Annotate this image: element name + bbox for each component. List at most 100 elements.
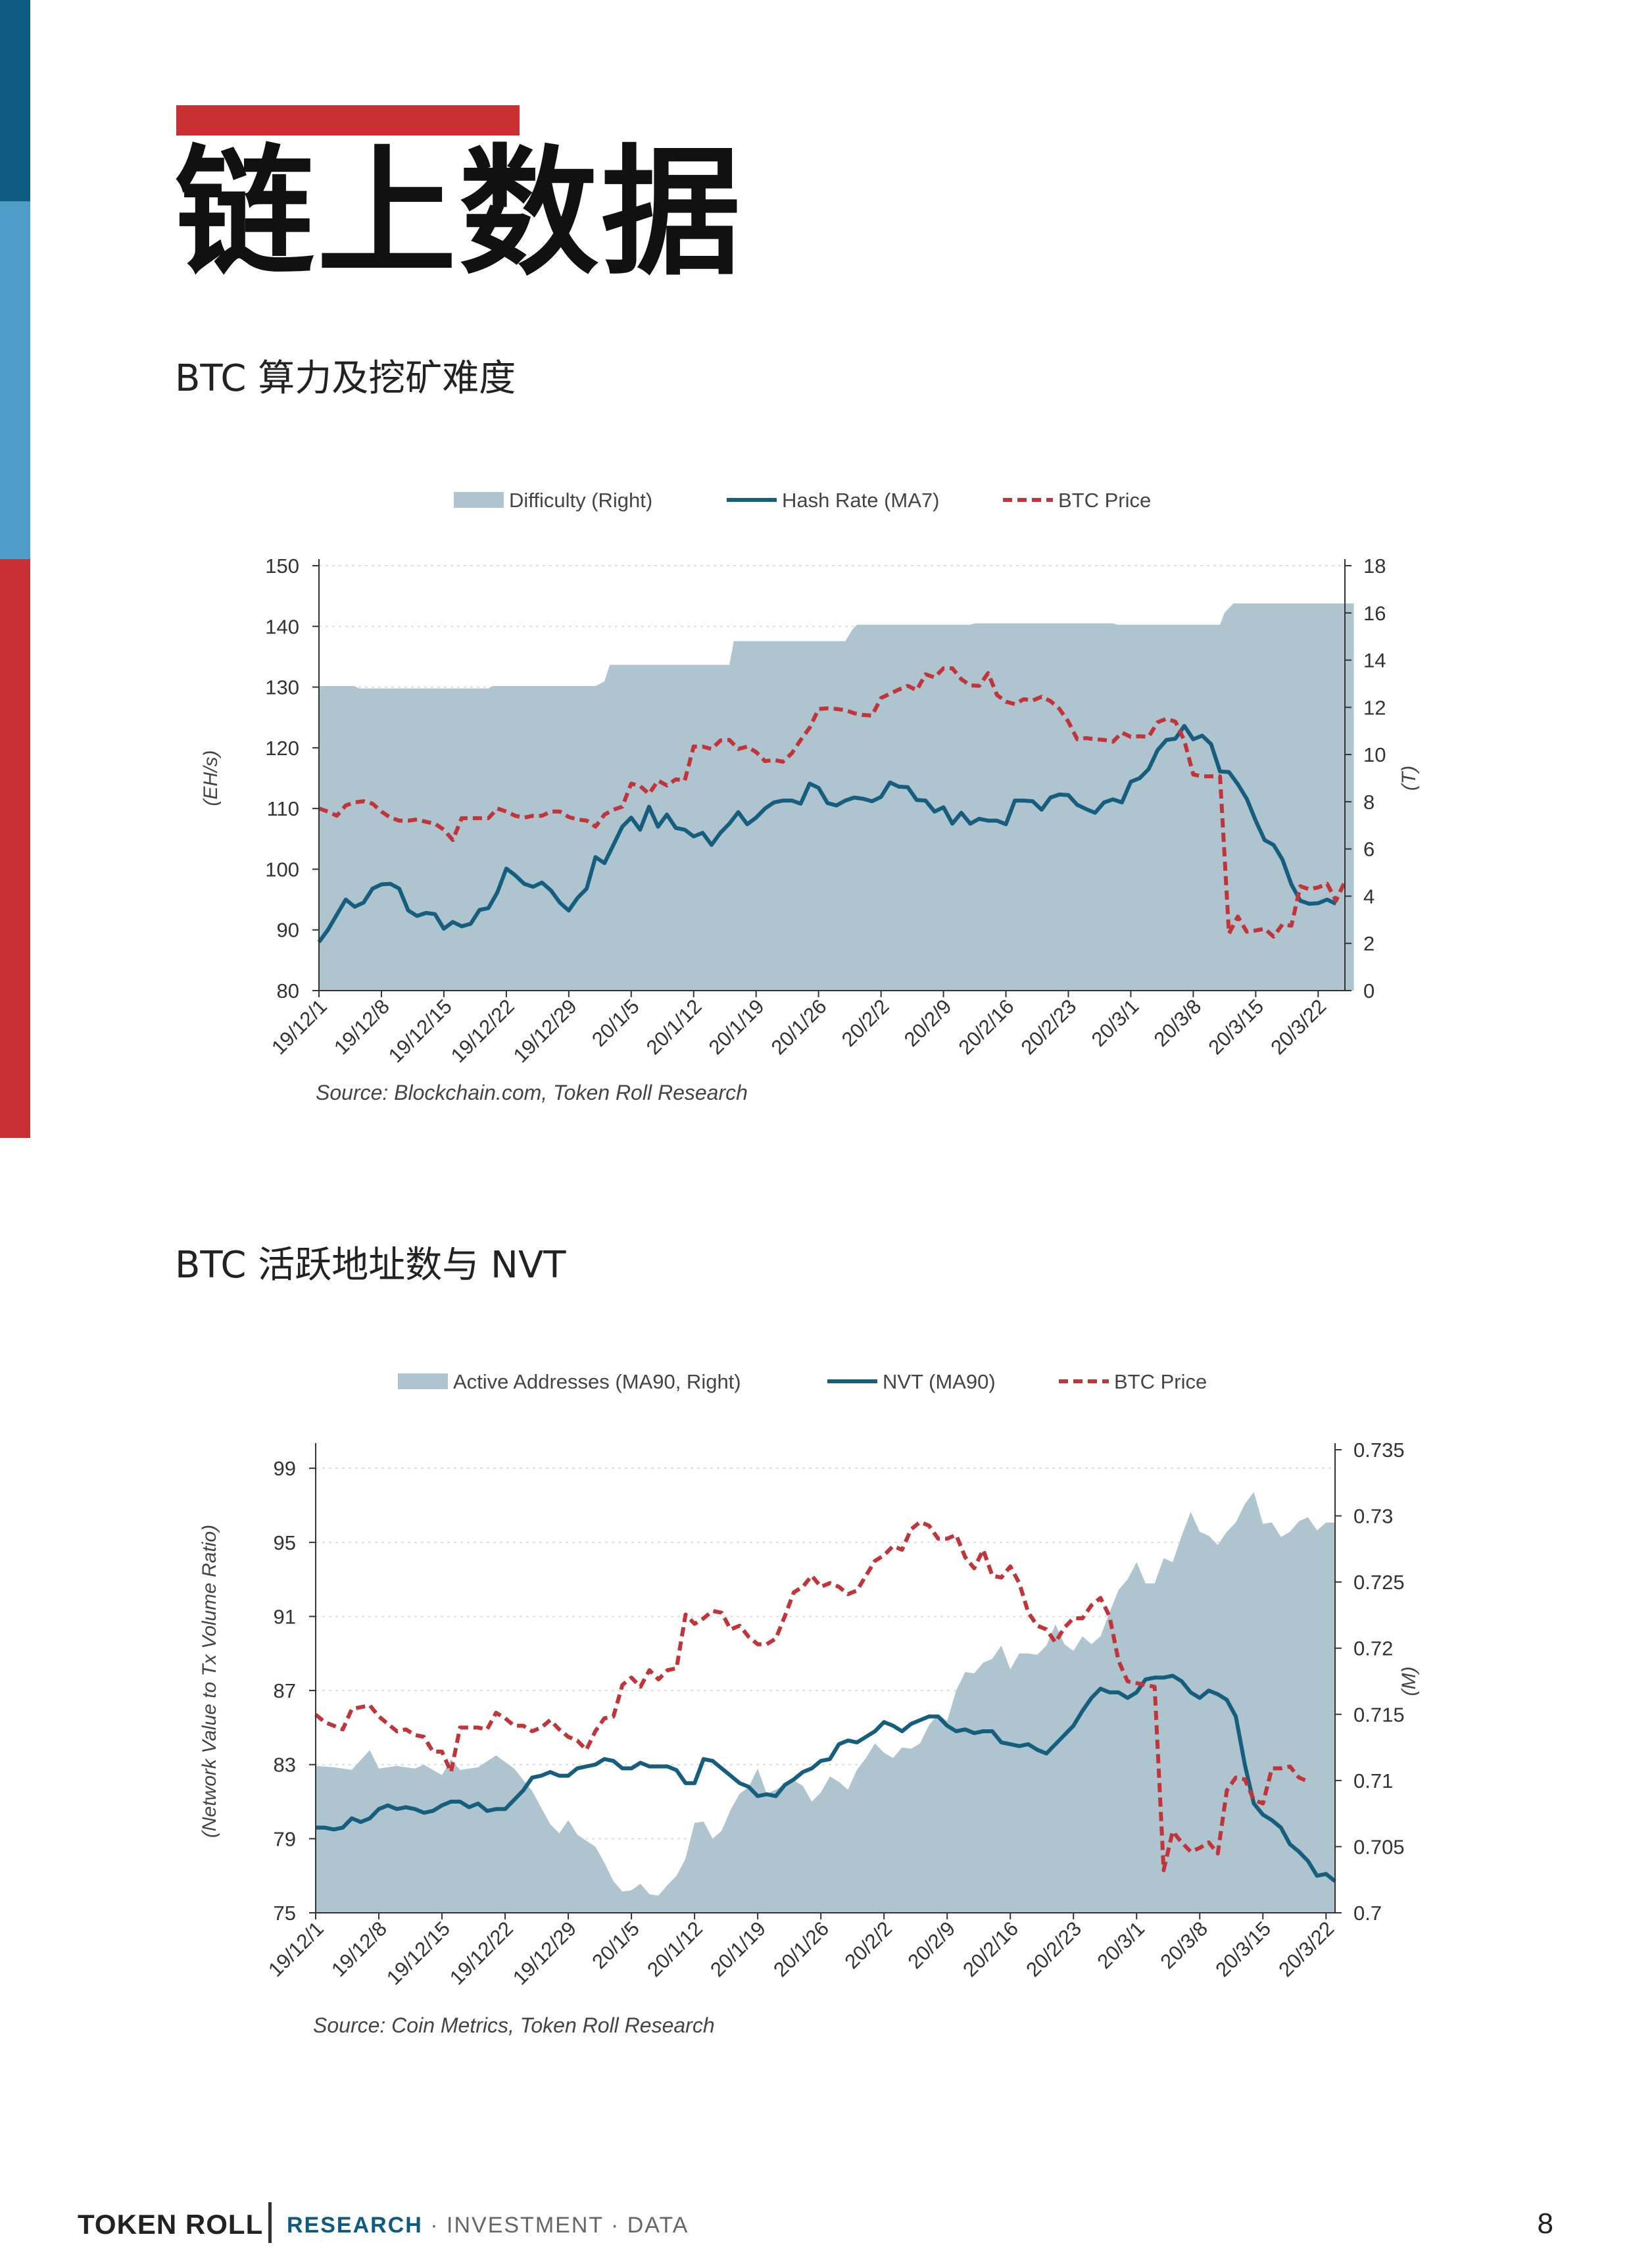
chart-legend: Active Addresses (MA90, Right) NVT (MA90)… <box>398 1370 1207 1393</box>
nvt-chart-svg: Active Addresses (MA90, Right) NVT (MA90)… <box>199 1370 1420 2037</box>
x-tick-label: 19/12/1 <box>267 995 331 1059</box>
x-tick-label: 20/3/1 <box>1092 1917 1149 1973</box>
x-tick-label: 20/2/2 <box>837 995 894 1051</box>
y-axis-label: (EH/s) <box>200 751 222 806</box>
x-tick-label: 19/12/29 <box>509 995 581 1067</box>
x-tick-label: 20/3/1 <box>1087 995 1144 1051</box>
y-tick-label: 79 <box>274 1827 296 1850</box>
legend-label: Active Addresses (MA90, Right) <box>453 1370 741 1393</box>
y-tick-label: 100 <box>265 858 299 881</box>
y2-tick-label: 0.735 <box>1353 1439 1405 1462</box>
x-tick-label: 20/3/8 <box>1156 1917 1212 1973</box>
x-tick-label: 20/3/15 <box>1211 1917 1275 1981</box>
section-title-hashrate: BTC 算力及挖矿难度 <box>175 357 516 400</box>
series-line-btc-price <box>314 1519 1309 1873</box>
footer-tagline: RESEARCH · INVESTMENT · DATA <box>287 2213 689 2238</box>
x-tick-label: 19/12/15 <box>382 1917 454 1989</box>
x-tick-label: 20/1/12 <box>642 995 706 1059</box>
y2-tick-label: 0.705 <box>1353 1835 1405 1858</box>
y2-tick-label: 0.725 <box>1353 1571 1405 1594</box>
y-tick-label: 110 <box>267 797 299 820</box>
side-bar-blue <box>0 201 30 559</box>
y2-tick-label: 6 <box>1363 838 1375 861</box>
y2-tick-label: 12 <box>1363 696 1386 719</box>
footer-tag-research: RESEARCH <box>287 2213 423 2238</box>
x-tick-label: 20/2/16 <box>958 1917 1023 1981</box>
y2-tick-label: 0.71 <box>1353 1769 1393 1792</box>
x-tick-label: 20/2/2 <box>840 1917 896 1973</box>
x-tick-label: 20/1/26 <box>767 995 831 1059</box>
x-tick-label: 19/12/22 <box>445 1917 518 1989</box>
x-tick-label: 20/3/15 <box>1204 995 1268 1059</box>
y-tick-label: 99 <box>274 1457 296 1480</box>
y2-tick-label: 10 <box>1363 743 1386 766</box>
x-tick-label: 19/12/8 <box>327 1917 391 1981</box>
y-tick-label: 95 <box>274 1531 296 1554</box>
y2-tick-label: 0.72 <box>1353 1637 1393 1660</box>
x-tick-label: 20/1/5 <box>587 995 644 1051</box>
y2-tick-label: 18 <box>1363 555 1386 578</box>
y2-tick-label: 2 <box>1363 932 1375 955</box>
x-tick-label: 20/1/26 <box>769 1917 833 1981</box>
y-tick-label: 140 <box>265 615 299 638</box>
chart-source: Source: Coin Metrics, Token Roll Researc… <box>313 2013 715 2037</box>
addresses-nvt-chart: Active Addresses (MA90, Right) NVT (MA90)… <box>184 1343 1453 2054</box>
legend-swatch-area <box>398 1373 448 1389</box>
legend-swatch-area <box>454 492 504 508</box>
y2-tick-label: 0.715 <box>1353 1703 1405 1726</box>
series-line-btc-price <box>318 666 1347 939</box>
legend-label: BTC Price <box>1114 1370 1207 1393</box>
y-axis-label: (Network Value to Tx Volume Ratio) <box>199 1525 220 1838</box>
y-tick-label: 130 <box>265 676 299 699</box>
x-tick-label: 20/3/22 <box>1274 1917 1338 1981</box>
section-title-nvt: BTC 活跃地址数与 NVT <box>175 1244 566 1287</box>
footer-divider <box>268 2202 272 2243</box>
x-tick-label: 20/3/8 <box>1150 995 1206 1051</box>
legend-label: BTC Price <box>1058 489 1151 512</box>
x-tick-label: 19/12/29 <box>508 1917 581 1989</box>
footer-brand: TOKEN ROLL <box>78 2209 264 2240</box>
chart-source: Source: Blockchain.com, Token Roll Resea… <box>316 1081 748 1104</box>
footer-tag-rest: · INVESTMENT · DATA <box>422 2213 689 2238</box>
y2-tick-label: 16 <box>1363 602 1386 625</box>
title-accent-rule <box>176 105 520 136</box>
x-tick-label: 20/1/12 <box>643 1917 707 1981</box>
y-tick-label: 87 <box>274 1679 296 1702</box>
y2-tick-label: 0 <box>1363 979 1375 1002</box>
y2-axis-label: (M) <box>1398 1667 1420 1696</box>
side-bar-red <box>0 559 30 1138</box>
x-tick-label: 20/1/5 <box>587 1917 644 1973</box>
y2-axis-label: (T) <box>1398 766 1420 791</box>
y-tick-label: 91 <box>274 1605 296 1628</box>
y2-tick-label: 4 <box>1363 885 1375 908</box>
x-tick-label: 20/2/23 <box>1017 995 1081 1059</box>
x-tick-label: 20/2/9 <box>903 1917 960 1973</box>
x-tick-label: 19/12/8 <box>329 995 394 1059</box>
y2-tick-label: 14 <box>1363 649 1386 672</box>
y-tick-label: 120 <box>265 737 299 760</box>
y-tick-label: 90 <box>277 919 299 942</box>
x-tick-label: 20/3/22 <box>1266 995 1330 1059</box>
y2-tick-label: 0.73 <box>1353 1505 1393 1528</box>
series-area-active-addresses-ma90-right- <box>316 1492 1335 1913</box>
hashrate-chart-svg: Difficulty (Right) Hash Rate (MA7) BTC Pri… <box>200 489 1420 1104</box>
x-tick-label: 20/1/19 <box>704 995 769 1059</box>
hashrate-difficulty-chart: Difficulty (Right) Hash Rate (MA7) BTC Pri… <box>184 460 1453 1125</box>
x-tick-label: 20/2/23 <box>1021 1917 1086 1981</box>
x-tick-label: 19/12/1 <box>264 1917 328 1981</box>
y-tick-label: 80 <box>277 979 299 1002</box>
page-number: 8 <box>1537 2207 1553 2240</box>
series-line-nvt-ma90- <box>316 1673 1336 1883</box>
chart-legend: Difficulty (Right) Hash Rate (MA7) BTC Pri… <box>454 489 1151 512</box>
y-tick-label: 150 <box>265 555 299 578</box>
side-bar-navy <box>0 0 30 201</box>
page-title: 链上数据 <box>175 132 743 294</box>
x-tick-label: 20/2/16 <box>954 995 1019 1059</box>
series-area-difficulty-right- <box>319 603 1354 991</box>
y2-tick-label: 8 <box>1363 791 1375 814</box>
legend-label: Hash Rate (MA7) <box>782 489 939 512</box>
y-tick-label: 75 <box>274 1902 296 1925</box>
x-tick-label: 20/1/19 <box>706 1917 770 1981</box>
y2-tick-label: 0.7 <box>1353 1902 1382 1925</box>
legend-label: Difficulty (Right) <box>509 489 652 512</box>
